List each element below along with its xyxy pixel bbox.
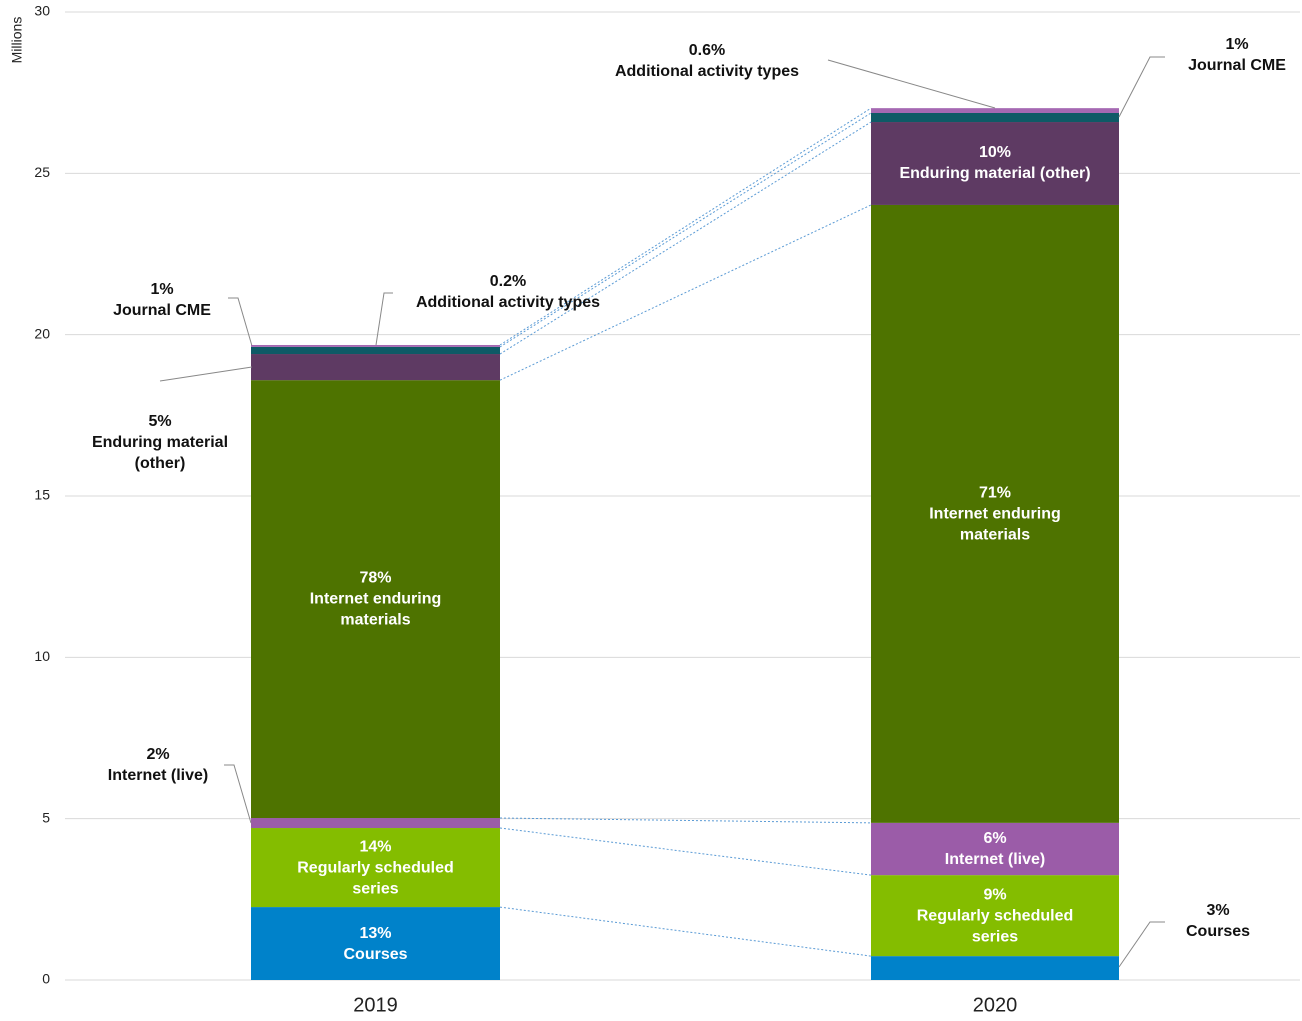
connector-line <box>499 107 872 346</box>
bar-segment <box>871 956 1119 980</box>
bar-segment <box>871 204 1119 823</box>
y-tick-label: 0 <box>42 971 50 987</box>
leader-line <box>375 292 393 346</box>
label-share: 6% <box>983 829 1007 847</box>
label-name: Courses <box>1185 923 1251 940</box>
y-tick-label: 5 <box>42 809 50 825</box>
y-tick-label: 10 <box>34 648 50 664</box>
data-label: 9% Regularly scheduled series <box>895 884 1095 947</box>
bar-segment <box>251 354 500 381</box>
label-share: 3% <box>1206 902 1230 919</box>
label-share: 9% <box>983 886 1007 904</box>
leader-line <box>827 59 996 109</box>
data-label: 3% Courses <box>1158 900 1278 942</box>
label-name: Courses <box>343 945 408 963</box>
y-tick-label: 25 <box>34 164 50 180</box>
connector-line <box>499 112 872 348</box>
connector-line <box>499 121 872 355</box>
label-name: Internet (live) <box>107 767 209 784</box>
leader-line <box>159 366 253 382</box>
bar-segment <box>251 907 500 980</box>
connector-line <box>499 906 872 957</box>
label-share: 1% <box>1225 36 1249 53</box>
bar-segment <box>251 828 500 908</box>
label-share: 0.6% <box>688 42 726 59</box>
label-name: Internet (live) <box>944 850 1046 868</box>
data-label: 1% Journal CME <box>1157 34 1302 76</box>
data-label: 14% Regularly scheduled series <box>276 836 476 899</box>
label-name: Journal CME <box>1188 57 1286 74</box>
data-label: 2% Internet (live) <box>68 744 248 786</box>
bar-segment <box>251 818 500 829</box>
label-share: 5% <box>148 413 172 430</box>
connector-line <box>499 204 872 381</box>
data-label: 0.6% Additional activity types <box>577 40 837 82</box>
x-tick-label: 2020 <box>973 994 1018 1016</box>
y-tick-label: 30 <box>34 3 50 19</box>
bar-segment <box>871 122 1119 205</box>
label-name: Enduring material (other) <box>91 434 229 472</box>
bar-segment <box>251 380 500 819</box>
bar-segment <box>251 344 500 347</box>
label-name: Regularly scheduled series <box>297 859 454 898</box>
label-share: 1% <box>150 281 174 298</box>
leader-line <box>228 297 253 347</box>
data-label: 1% Journal CME <box>82 279 242 321</box>
label-name: Internet enduring materials <box>309 590 442 629</box>
label-name: Additional activity types <box>415 294 601 311</box>
bar-segment <box>871 875 1119 957</box>
y-tick-label: 20 <box>34 325 50 341</box>
bar-segment <box>871 112 1119 123</box>
data-label: 10% Enduring material (other) <box>875 142 1115 184</box>
y-axis-label: Millions <box>9 17 25 64</box>
bar-segment <box>871 822 1119 876</box>
bar-segment <box>871 108 1119 113</box>
data-label: 5% Enduring material (other) <box>70 411 250 474</box>
data-label: 71% Internet enduring materials <box>895 482 1095 545</box>
label-share: 13% <box>359 924 392 942</box>
label-share: 0.2% <box>489 273 527 290</box>
label-share: 14% <box>359 838 392 856</box>
connector-line <box>499 827 872 876</box>
y-tick-label: 15 <box>34 487 50 503</box>
data-label: 6% Internet (live) <box>895 828 1095 870</box>
leader-line <box>224 764 252 824</box>
label-name: Enduring material (other) <box>899 165 1091 183</box>
data-label: 78% Internet enduring materials <box>276 568 476 631</box>
label-name: Journal CME <box>113 302 211 319</box>
leader-line <box>1118 921 1165 968</box>
leader-line <box>1118 56 1165 118</box>
label-name: Internet enduring materials <box>929 505 1061 544</box>
label-share: 78% <box>359 569 392 587</box>
label-name: Additional activity types <box>614 63 800 80</box>
bar-segment <box>251 346 500 355</box>
x-tick-label: 2019 <box>353 994 398 1016</box>
connector-line <box>499 817 872 824</box>
label-share: 10% <box>978 144 1012 162</box>
data-label: 0.2% Additional activity types <box>378 271 638 313</box>
label-share: 2% <box>146 746 170 763</box>
label-share: 71% <box>978 484 1012 502</box>
label-name: Regularly scheduled series <box>916 907 1074 946</box>
data-label: 13% Courses <box>276 923 476 965</box>
